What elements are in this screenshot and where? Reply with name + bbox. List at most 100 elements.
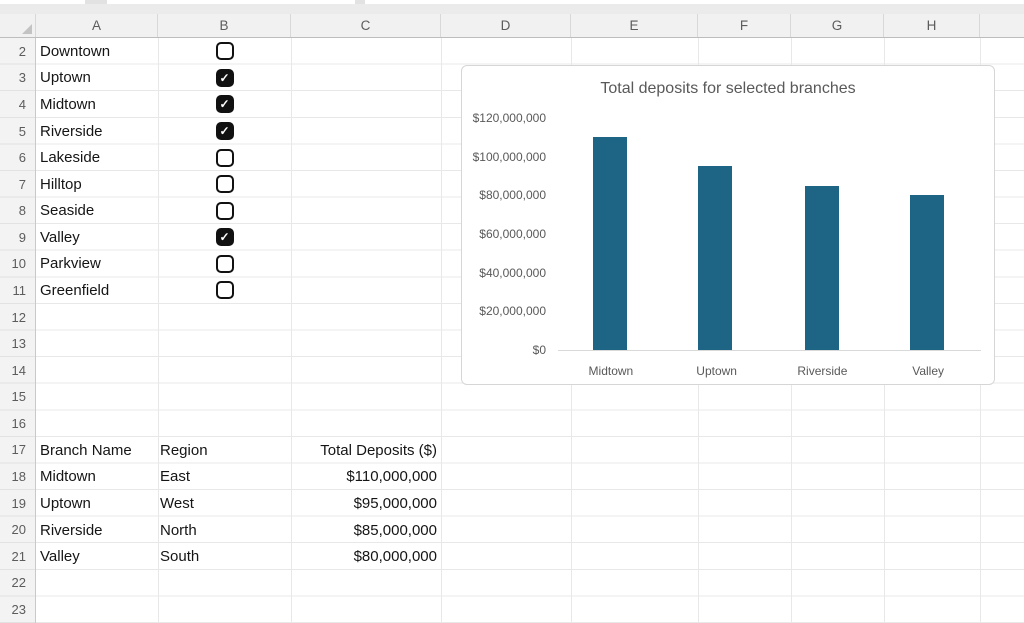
branch-name-cell[interactable]: Downtown: [40, 42, 111, 60]
grid-row: Valley: [36, 224, 291, 251]
cell-branch[interactable]: Uptown: [40, 494, 91, 512]
column-header-f[interactable]: F: [698, 14, 791, 37]
row-header[interactable]: 19: [11, 495, 26, 511]
cell-deposits[interactable]: $85,000,000: [353, 521, 437, 539]
row-header[interactable]: 15: [11, 389, 26, 405]
cell-deposits[interactable]: $110,000,000: [346, 468, 437, 486]
branch-checkbox[interactable]: [215, 281, 234, 300]
table-row: Uptown West $95,000,000: [36, 490, 441, 517]
column-header-d[interactable]: D: [441, 14, 571, 37]
x-axis-label: Valley: [912, 364, 945, 378]
row-header[interactable]: 23: [11, 601, 26, 617]
branch-checkbox[interactable]: [215, 175, 234, 194]
branch-name-cell[interactable]: Lakeside: [40, 149, 101, 167]
checkbox-cell: [158, 38, 291, 65]
name-box-edge: [0, 0, 85, 4]
branch-checkbox[interactable]: [215, 254, 234, 273]
checkbox-cell: [158, 171, 291, 198]
column-header-e[interactable]: E: [571, 14, 698, 37]
checkbox-cell: [158, 144, 291, 171]
y-axis-tick: $0: [532, 343, 546, 357]
branch-checkbox[interactable]: [215, 122, 234, 141]
row-header[interactable]: 2: [18, 43, 26, 59]
bar-valley[interactable]: [910, 195, 944, 350]
checkbox-cell: [158, 65, 291, 92]
row-header[interactable]: 22: [11, 575, 26, 591]
column-header-partial[interactable]: [980, 14, 1024, 37]
branch-name-cell[interactable]: Seaside: [40, 202, 95, 220]
table-header-row: Branch Name Region Total Deposits ($): [36, 437, 441, 464]
branch-checkbox[interactable]: [215, 148, 234, 167]
x-axis-labels: Midtown Uptown Riverside Valley: [558, 364, 981, 378]
deposits-table: Branch Name Region Total Deposits ($) Mi…: [36, 437, 441, 570]
table-row: Valley South $80,000,000: [36, 543, 441, 570]
bar-riverside[interactable]: [805, 185, 839, 350]
row-header[interactable]: 20: [11, 522, 26, 538]
formula-bar-segment: [365, 0, 1024, 4]
header-region[interactable]: Region: [160, 441, 208, 459]
column-header-g[interactable]: G: [791, 14, 884, 37]
row-header[interactable]: 5: [18, 123, 26, 139]
row-header[interactable]: 10: [11, 256, 26, 272]
cell-branch[interactable]: Midtown: [40, 468, 96, 486]
bar-chart[interactable]: Total deposits for selected branches $12…: [461, 65, 995, 385]
branch-name-cell[interactable]: Midtown: [40, 95, 96, 113]
formula-bar-segment: [107, 0, 355, 4]
branch-checkbox[interactable]: [215, 42, 234, 61]
branch-checkbox[interactable]: [215, 68, 234, 87]
branch-name-cell[interactable]: Valley: [40, 228, 80, 246]
branch-checkbox-list: Downtown Uptown Midtown Riverside Lakesi…: [36, 38, 291, 304]
bar-midtown[interactable]: [593, 137, 627, 350]
row-header[interactable]: 13: [11, 336, 26, 352]
cell-deposits[interactable]: $95,000,000: [353, 494, 437, 512]
branch-name-cell[interactable]: Hilltop: [40, 175, 82, 193]
grid-row: Greenfield: [36, 277, 291, 304]
column-header-h[interactable]: H: [884, 14, 980, 37]
cell-region[interactable]: North: [160, 521, 197, 539]
branch-checkbox[interactable]: [215, 201, 234, 220]
branch-name-cell[interactable]: Parkview: [40, 255, 101, 273]
row-header[interactable]: 18: [11, 469, 26, 485]
row-header-column: 2 3 4 5 6 7 8 9 10 11 12 13 14 15 16 17 …: [0, 38, 36, 623]
cell-deposits[interactable]: $80,000,000: [353, 548, 437, 566]
column-header-a[interactable]: A: [36, 14, 158, 37]
y-axis-tick: $100,000,000: [472, 149, 546, 164]
header-branch-name[interactable]: Branch Name: [40, 441, 132, 459]
row-header[interactable]: 11: [12, 282, 27, 298]
row-header[interactable]: 21: [11, 548, 26, 564]
row-header[interactable]: 6: [18, 150, 26, 166]
branch-name-cell[interactable]: Riverside: [40, 122, 103, 140]
select-all-corner[interactable]: [0, 14, 36, 37]
cell-region[interactable]: West: [160, 494, 194, 512]
branch-checkbox[interactable]: [215, 95, 234, 114]
checkbox-cell: [158, 197, 291, 224]
grid-row: Riverside: [36, 118, 291, 145]
x-axis-label: Uptown: [696, 364, 737, 378]
grid-row: Seaside: [36, 197, 291, 224]
row-header[interactable]: 9: [18, 229, 26, 245]
cell-branch[interactable]: Valley: [40, 548, 80, 566]
table-row: Riverside North $85,000,000: [36, 517, 441, 544]
grid-row: Hilltop: [36, 171, 291, 198]
row-header[interactable]: 14: [11, 362, 26, 378]
y-axis-tick: $120,000,000: [472, 111, 546, 125]
row-header[interactable]: 8: [18, 203, 26, 219]
row-header[interactable]: 16: [11, 415, 26, 431]
column-header-c[interactable]: C: [291, 14, 441, 37]
cell-region[interactable]: South: [160, 548, 200, 566]
row-header[interactable]: 7: [18, 176, 26, 192]
row-header[interactable]: 12: [11, 309, 26, 325]
checkbox-cell: [158, 224, 291, 251]
header-total-deposits[interactable]: Total Deposits ($): [320, 441, 437, 459]
column-header-b[interactable]: B: [158, 14, 291, 37]
cell-branch[interactable]: Riverside: [40, 521, 103, 539]
branch-checkbox[interactable]: [215, 228, 234, 247]
branch-name-cell[interactable]: Greenfield: [40, 281, 110, 299]
bar-uptown[interactable]: [698, 166, 732, 350]
row-header[interactable]: 3: [18, 70, 26, 86]
row-header[interactable]: 4: [18, 96, 26, 112]
x-axis-label: Midtown: [588, 364, 634, 378]
cell-region[interactable]: East: [160, 468, 191, 486]
branch-name-cell[interactable]: Uptown: [40, 69, 91, 87]
row-header[interactable]: 17: [11, 442, 26, 458]
